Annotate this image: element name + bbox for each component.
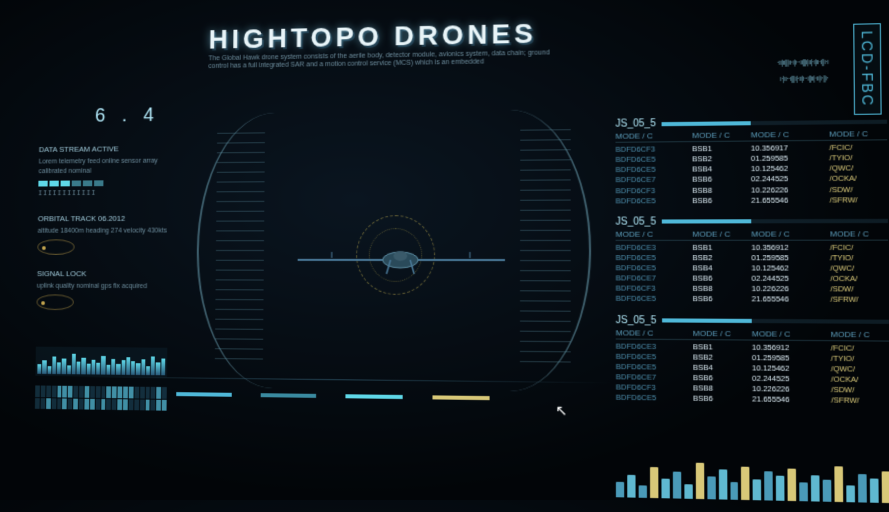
table-row: BDFD6CE5BSB410.125462/QWC/ — [616, 263, 889, 274]
table-id: JS_05_5 — [616, 216, 657, 227]
waveform-1: ·ıı|ıı|||ıı·ı|ı··ıı|||ı|ıı|·ı|ıı·ı||ı·ı — [777, 57, 829, 67]
table-row: BDFD6CE5BSB621.655546/SFRW/ — [616, 294, 889, 306]
status-bar-4 — [432, 395, 490, 400]
bottom-bar-chart — [616, 446, 889, 503]
col-header: MODE / C — [751, 229, 828, 238]
panel1-title: DATA STREAM ACTIVE — [39, 143, 179, 155]
col-header: MODE / C — [752, 329, 829, 339]
barcode: IIIIIIIIIIII — [38, 189, 178, 199]
status-bar-3 — [345, 394, 402, 399]
hud-viewport[interactable] — [186, 99, 602, 403]
table-id: JS_05_5 — [616, 315, 657, 326]
col-header: MODE / C — [692, 130, 749, 140]
col-header: MODE / C — [829, 129, 887, 139]
data-tables: JS_05_5MODE / CMODE / CMODE / CMODE / CB… — [615, 116, 889, 418]
panel2-text: altitude 18400m heading 274 velocity 430… — [38, 226, 179, 236]
col-header: MODE / C — [692, 229, 749, 238]
status-bar-1 — [176, 392, 231, 397]
col-header: MODE / C — [615, 131, 690, 141]
table-row: BDFD6CE3BSB110.356912/FCIC/ — [616, 242, 889, 253]
panel2-title: ORBITAL TRACK 06.2012 — [38, 213, 179, 224]
signal-bars — [38, 180, 178, 187]
hud-arc-left — [195, 113, 274, 389]
panel3-text: uplink quality nominal gps fix acquired — [37, 282, 178, 292]
hud-arc-right — [510, 109, 591, 392]
col-header: MODE / C — [831, 329, 889, 339]
left-info-panel: DATA STREAM ACTIVE Lorem telemetry feed … — [36, 143, 179, 324]
panel1-text: Lorem telemetry feed online sensor array… — [39, 157, 179, 177]
col-header: MODE / C — [616, 229, 691, 238]
col-header: MODE / C — [830, 229, 888, 238]
orbit-icon-2 — [36, 294, 73, 310]
heat-grid — [35, 385, 167, 410]
panel3-title: SIGNAL LOCK — [37, 268, 178, 279]
col-header: MODE / C — [616, 328, 691, 338]
col-header: MODE / C — [751, 130, 827, 140]
drone-model[interactable] — [293, 240, 510, 280]
waveform-2: ı·|ıı··ı|||ı|·ıı|ı··ı||ıı|·ıı|ı·||ı· — [779, 73, 828, 83]
spectrum-chart — [35, 347, 167, 378]
cursor-icon: ↖ — [555, 402, 567, 419]
table-row: BDFD6CE5BSB201.259585/TYIO/ — [616, 253, 889, 264]
status-bar-2 — [260, 393, 316, 398]
table-row: BDFD6CE5BSB621.655546/SFRW/ — [616, 393, 889, 407]
lcd-badge: LCD-FBC — [853, 23, 881, 114]
col-header: MODE / C — [693, 328, 750, 338]
table-row: BDFD6CE5BSB621.655546/SFRW/ — [616, 195, 888, 207]
table-id: JS_05_5 — [615, 118, 655, 130]
orbit-icon — [37, 239, 74, 254]
numeric-reading: 6 . 4 — [95, 104, 160, 127]
